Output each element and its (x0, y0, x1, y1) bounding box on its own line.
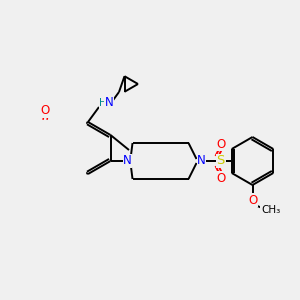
Text: O: O (248, 194, 257, 206)
Text: H: H (99, 98, 107, 108)
Text: CH₃: CH₃ (261, 205, 280, 215)
Text: O: O (24, 127, 33, 140)
Text: N: N (43, 157, 52, 169)
Text: −: − (26, 152, 34, 162)
Bar (0, 120, 85, 200)
Text: O: O (43, 176, 52, 188)
Text: O: O (216, 137, 225, 151)
Text: −: − (29, 123, 38, 133)
Text: N: N (197, 154, 206, 167)
Text: O: O (216, 172, 225, 184)
Text: N: N (123, 154, 132, 167)
Text: O: O (41, 104, 50, 118)
Text: +: + (49, 153, 56, 163)
Text: O: O (21, 155, 30, 169)
Text: N: N (40, 125, 49, 139)
Text: N: N (105, 97, 113, 110)
Text: S: S (216, 154, 225, 167)
Text: +: + (46, 123, 53, 133)
